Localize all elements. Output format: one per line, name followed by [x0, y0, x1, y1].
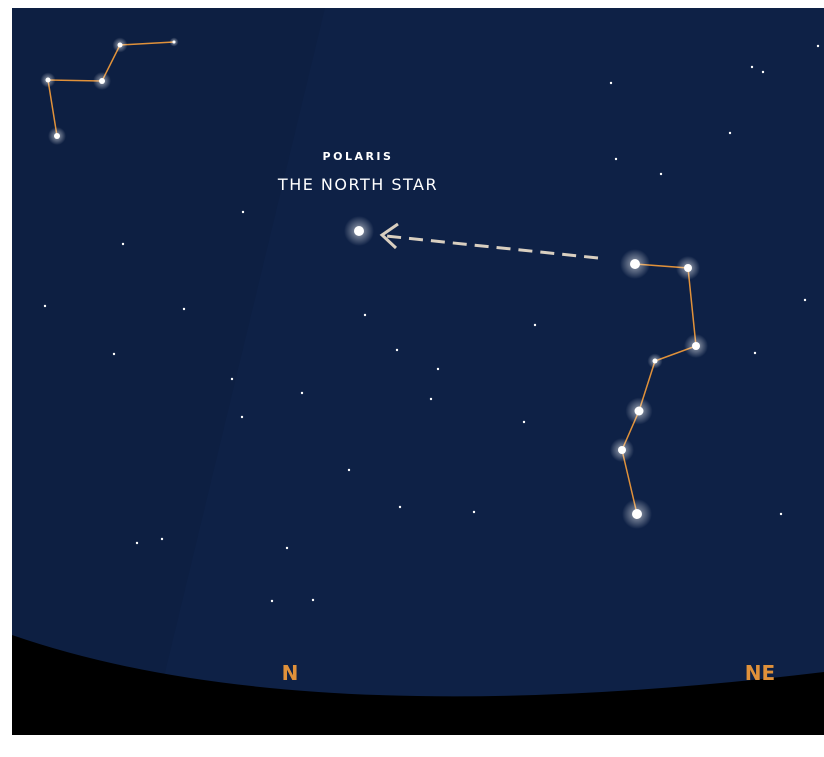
star: [632, 509, 642, 519]
star: [230, 377, 234, 381]
pointer-line: [385, 234, 599, 260]
star: [45, 77, 51, 83]
star: [728, 131, 732, 135]
stars: [40, 37, 820, 603]
star: [285, 546, 289, 550]
star: [160, 537, 164, 541]
star: [522, 420, 526, 424]
star: [240, 415, 244, 419]
star: [99, 78, 105, 84]
star: [753, 351, 757, 355]
star: [634, 406, 644, 416]
star: [803, 298, 807, 302]
direction-label: NE: [745, 661, 775, 685]
star: [429, 397, 433, 401]
star: [684, 264, 692, 272]
star: [121, 242, 125, 246]
star: [270, 599, 274, 603]
star: [659, 172, 663, 176]
star: [533, 323, 537, 327]
sky-shade: [12, 8, 325, 735]
arrow-head: [379, 222, 399, 250]
star: [816, 44, 820, 48]
star: [363, 313, 367, 317]
star: [618, 446, 626, 454]
star: [172, 40, 176, 44]
star: [347, 468, 351, 472]
star: [117, 42, 123, 48]
star: [472, 510, 476, 514]
star: [750, 65, 754, 69]
star: [395, 348, 399, 352]
star: [609, 81, 613, 85]
star: [241, 210, 245, 214]
star: [761, 70, 765, 74]
star: [652, 358, 658, 364]
star: [311, 598, 315, 602]
star: [692, 342, 700, 350]
star: [614, 157, 618, 161]
star-title: POLARIS: [323, 150, 394, 163]
star: [135, 541, 139, 545]
star: [354, 226, 364, 236]
ground: [12, 635, 824, 735]
star: [112, 352, 116, 356]
star: [182, 307, 186, 311]
star: [398, 505, 402, 509]
star: [300, 391, 304, 395]
star: [54, 133, 60, 139]
star: [630, 259, 640, 269]
star-subtitle: THE NORTH STAR: [277, 175, 438, 194]
star: [779, 512, 783, 516]
star: [43, 304, 47, 308]
star: [436, 367, 440, 371]
direction-label: N: [282, 661, 299, 685]
